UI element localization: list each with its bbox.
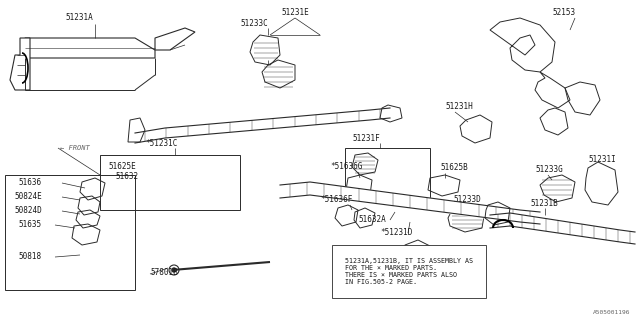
Text: 51231B: 51231B — [530, 199, 557, 208]
Text: ← FRONT: ← FRONT — [60, 145, 90, 151]
Text: *51231D: *51231D — [380, 228, 412, 237]
Text: 51635A: 51635A — [345, 268, 372, 277]
Text: 51231I: 51231I — [588, 155, 616, 164]
Bar — [100, 155, 240, 210]
Text: 51632: 51632 — [115, 172, 138, 181]
Text: 51636: 51636 — [18, 178, 41, 187]
Polygon shape — [155, 28, 195, 50]
Polygon shape — [10, 38, 30, 90]
Circle shape — [172, 268, 176, 272]
Text: 51233D: 51233D — [453, 195, 481, 204]
Text: 51625F: 51625F — [438, 268, 466, 277]
Text: 52153: 52153 — [552, 8, 575, 17]
Text: *51231C: *51231C — [145, 139, 177, 148]
Text: 50818: 50818 — [18, 252, 41, 261]
Text: 50824D: 50824D — [14, 206, 42, 215]
Text: 51632A: 51632A — [358, 215, 386, 224]
Polygon shape — [25, 38, 155, 58]
Text: 50824E: 50824E — [14, 192, 42, 201]
Text: 51231F: 51231F — [352, 134, 380, 143]
Text: *51636G: *51636G — [330, 162, 362, 171]
Text: 57801B: 57801B — [150, 268, 178, 277]
Text: 51625B: 51625B — [440, 163, 468, 172]
Text: 51231E: 51231E — [281, 8, 309, 17]
Bar — [345, 148, 430, 198]
Text: 51233G: 51233G — [535, 165, 563, 174]
Text: 51233C: 51233C — [240, 19, 268, 28]
Text: *51636F: *51636F — [320, 195, 353, 204]
Text: 51625E: 51625E — [108, 162, 136, 171]
Text: 51231A,51231B, IT IS ASSEMBLY AS
FOR THE × MARKED PARTS.
THERE IS × MARKED PARTS: 51231A,51231B, IT IS ASSEMBLY AS FOR THE… — [345, 258, 473, 285]
Text: 51231H: 51231H — [445, 102, 473, 111]
Text: 51231A: 51231A — [65, 13, 93, 22]
Text: 51635: 51635 — [18, 220, 41, 229]
Text: A505001196: A505001196 — [593, 310, 630, 315]
Bar — [5, 175, 135, 290]
Text: 51636A: 51636A — [415, 250, 443, 259]
